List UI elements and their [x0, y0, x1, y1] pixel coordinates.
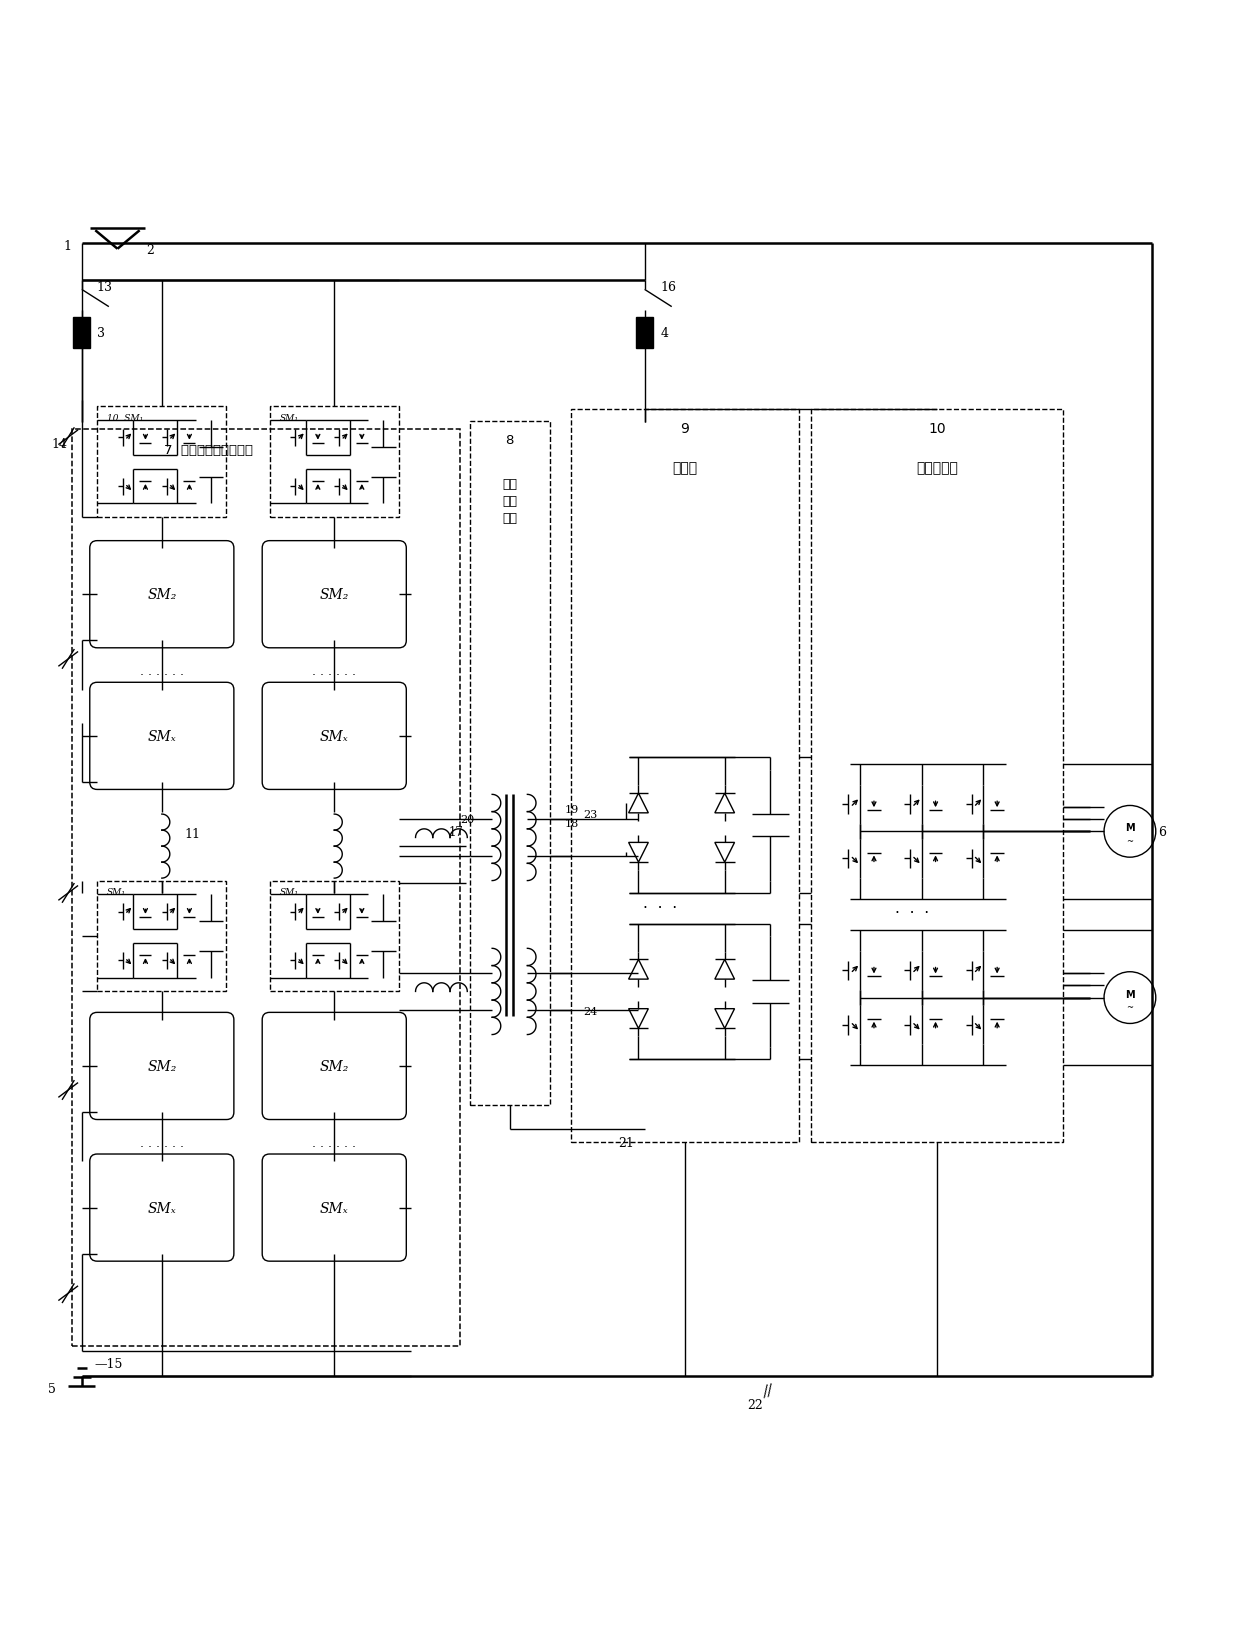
Text: 中高
频变
压器: 中高 频变 压器: [502, 477, 517, 524]
Text: 6: 6: [1158, 826, 1167, 838]
Text: SMₓ: SMₓ: [320, 1201, 348, 1214]
Text: SM₁: SM₁: [107, 887, 126, 897]
Text: · · · · · ·: · · · · · ·: [140, 1141, 184, 1154]
FancyBboxPatch shape: [262, 1013, 407, 1119]
Text: SM₂: SM₂: [320, 588, 348, 602]
Bar: [73, 318, 91, 349]
Text: 10: 10: [929, 421, 946, 436]
Polygon shape: [629, 960, 649, 980]
Text: SM₁: SM₁: [279, 413, 299, 423]
FancyBboxPatch shape: [89, 683, 234, 790]
FancyBboxPatch shape: [262, 1154, 407, 1262]
Text: 16: 16: [661, 282, 677, 295]
Text: 3: 3: [97, 326, 104, 339]
Text: SM₂: SM₂: [148, 588, 176, 602]
Text: 13: 13: [97, 282, 113, 295]
Text: SMₓ: SMₓ: [148, 729, 176, 744]
Text: ~: ~: [1126, 1003, 1133, 1011]
Bar: [811, 410, 1064, 1142]
Bar: [97, 406, 227, 518]
Bar: [269, 406, 399, 518]
Text: 整流器: 整流器: [672, 461, 697, 475]
Polygon shape: [714, 842, 734, 862]
Text: 10  SM₁: 10 SM₁: [107, 413, 144, 423]
Text: SMₓ: SMₓ: [148, 1201, 176, 1214]
Bar: [570, 410, 799, 1142]
Text: ·  ·  ·: · · ·: [644, 900, 677, 916]
FancyBboxPatch shape: [89, 1154, 234, 1262]
Text: 24: 24: [583, 1006, 598, 1016]
Bar: [636, 318, 653, 349]
Polygon shape: [629, 793, 649, 813]
Bar: [470, 421, 549, 1105]
Text: 18: 18: [564, 818, 579, 828]
Polygon shape: [629, 1010, 649, 1029]
Text: 4: 4: [661, 326, 668, 339]
Polygon shape: [629, 842, 649, 862]
FancyBboxPatch shape: [89, 541, 234, 649]
FancyBboxPatch shape: [262, 683, 407, 790]
Text: 5: 5: [48, 1382, 56, 1395]
Text: SM₁: SM₁: [279, 887, 299, 897]
Circle shape: [1104, 806, 1156, 857]
Text: 2: 2: [146, 244, 154, 257]
Text: 1: 1: [63, 239, 71, 252]
Bar: [269, 882, 399, 992]
Text: 9: 9: [681, 421, 689, 436]
Text: 14: 14: [51, 438, 67, 451]
Polygon shape: [714, 793, 734, 813]
Polygon shape: [714, 960, 734, 980]
Polygon shape: [714, 1010, 734, 1029]
Text: SM₂: SM₂: [148, 1059, 176, 1074]
Text: 20: 20: [460, 815, 474, 824]
Text: 23: 23: [583, 810, 598, 820]
Text: M: M: [1125, 823, 1135, 833]
Text: · · · · · ·: · · · · · ·: [312, 1141, 356, 1154]
Text: //: //: [761, 1382, 775, 1398]
Text: 21: 21: [619, 1136, 634, 1149]
Bar: [97, 882, 227, 992]
Text: SM₂: SM₂: [320, 1059, 348, 1074]
FancyBboxPatch shape: [89, 1013, 234, 1119]
Text: 11: 11: [184, 828, 200, 841]
Text: · · · · · ·: · · · · · ·: [140, 669, 184, 682]
Bar: [72, 429, 460, 1346]
Text: SMₓ: SMₓ: [320, 729, 348, 744]
Text: ~: ~: [1126, 836, 1133, 846]
Circle shape: [1104, 972, 1156, 1024]
Text: 19: 19: [564, 805, 579, 815]
Text: 22: 22: [748, 1398, 764, 1411]
Text: · · · · · ·: · · · · · ·: [312, 669, 356, 682]
Text: 7  模块化多电平变流器: 7 模块化多电平变流器: [164, 444, 253, 457]
Text: 8: 8: [506, 434, 513, 447]
Text: —15: —15: [94, 1357, 123, 1370]
Text: 17: 17: [449, 826, 464, 838]
FancyBboxPatch shape: [262, 541, 407, 649]
Text: ·  ·  ·: · · ·: [895, 906, 930, 921]
Text: 牵引逆变器: 牵引逆变器: [916, 461, 959, 475]
Text: M: M: [1125, 988, 1135, 1000]
